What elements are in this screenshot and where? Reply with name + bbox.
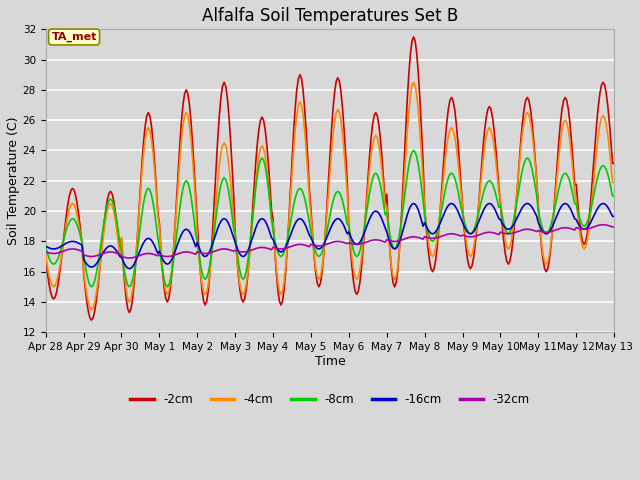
X-axis label: Time: Time — [314, 355, 346, 368]
Legend: -2cm, -4cm, -8cm, -16cm, -32cm: -2cm, -4cm, -8cm, -16cm, -32cm — [125, 389, 534, 411]
Title: Alfalfa Soil Temperatures Set B: Alfalfa Soil Temperatures Set B — [202, 7, 458, 25]
Y-axis label: Soil Temperature (C): Soil Temperature (C) — [7, 117, 20, 245]
Text: TA_met: TA_met — [51, 32, 97, 42]
